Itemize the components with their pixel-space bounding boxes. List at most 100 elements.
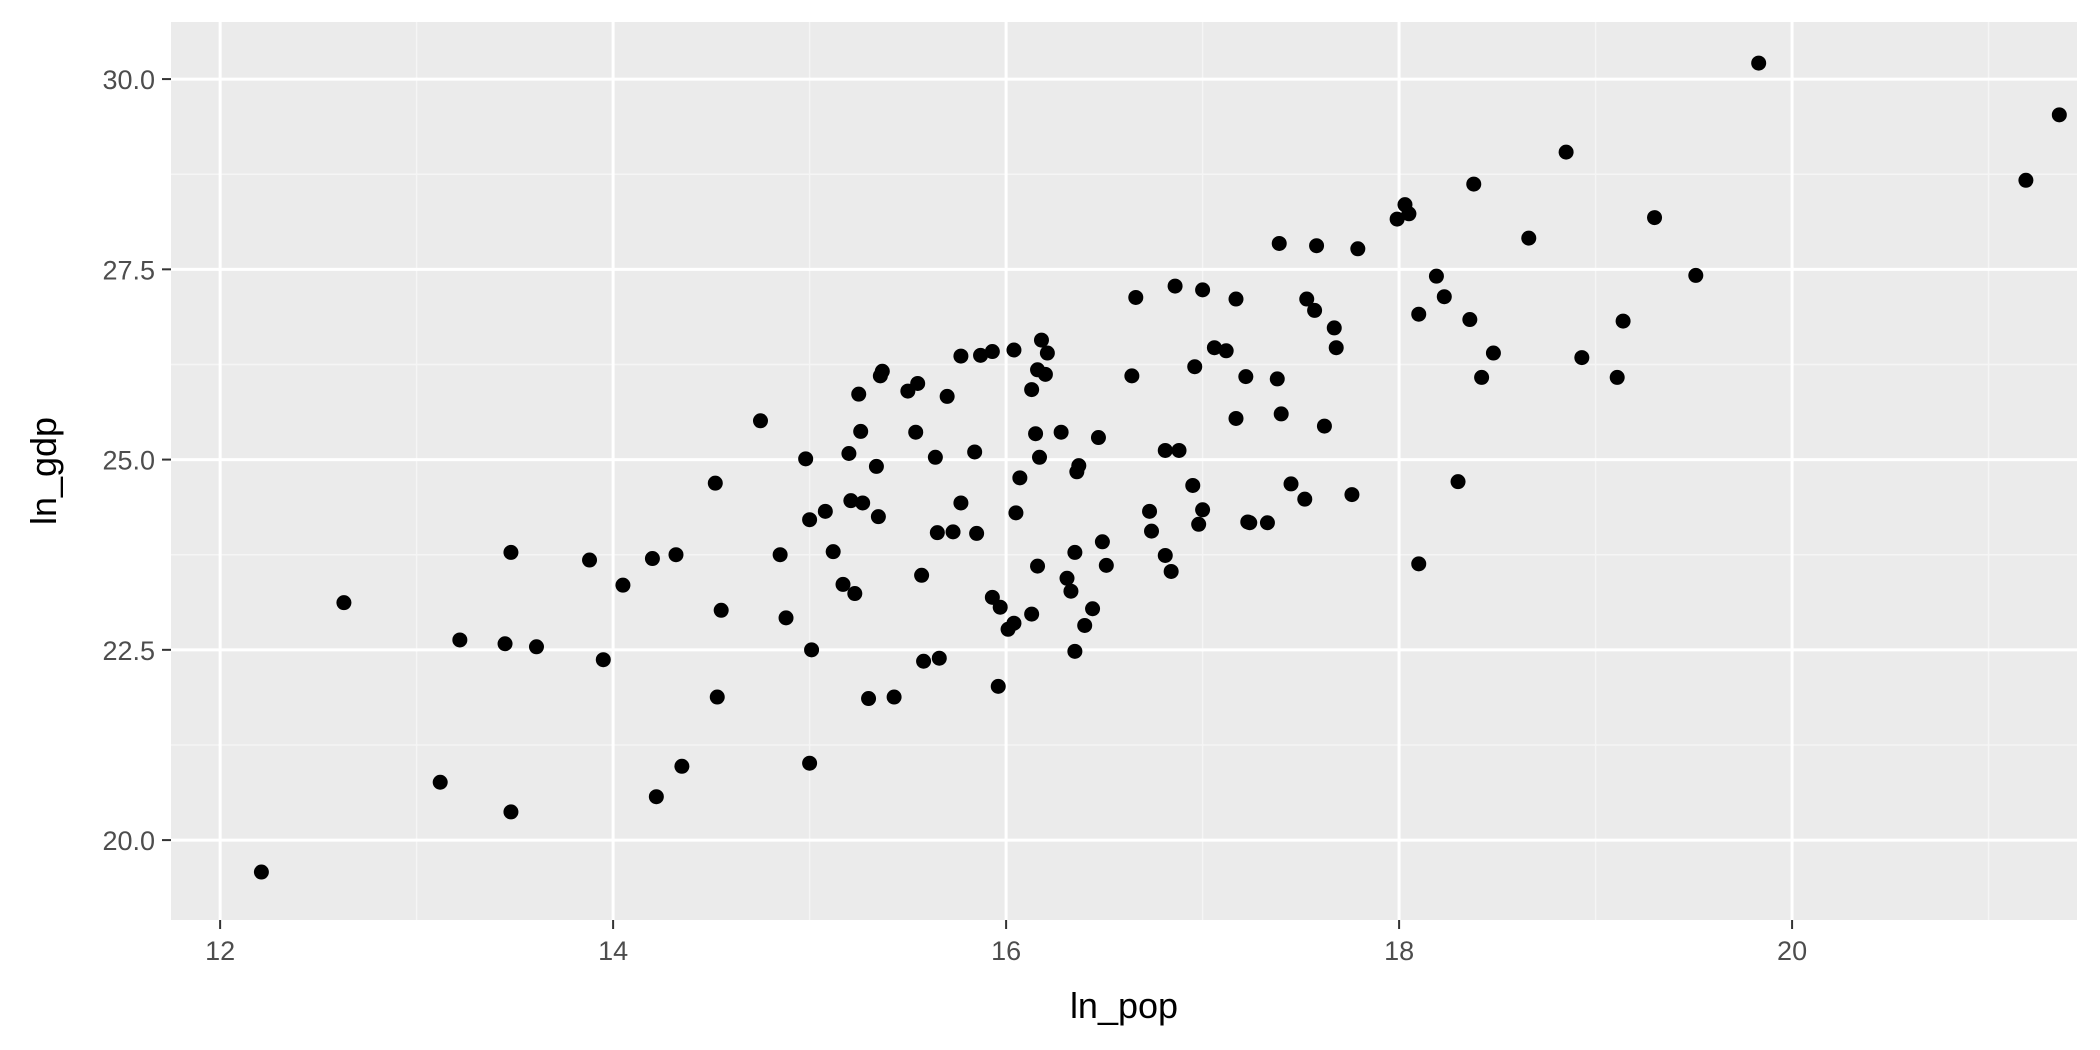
data-point: [1411, 556, 1427, 572]
data-point: [1124, 368, 1140, 384]
data-point: [927, 449, 943, 465]
data-point: [1228, 291, 1244, 307]
data-point: [870, 509, 886, 525]
data-point: [1436, 289, 1452, 305]
data-point: [1401, 206, 1417, 222]
data-point: [1028, 426, 1044, 442]
y-axis-title: ln_gdp: [23, 417, 64, 525]
data-point: [1344, 487, 1360, 503]
y-tick-label: 30.0: [102, 65, 155, 95]
data-point: [1167, 278, 1183, 294]
data-point: [1297, 491, 1313, 507]
data-point: [1006, 615, 1022, 631]
data-point: [1751, 55, 1767, 71]
major-gridlines: [171, 22, 2077, 920]
y-axis: 20.0 22.5 25.0 27.5 30.0: [102, 65, 171, 856]
data-point: [1128, 289, 1144, 305]
data-points: [253, 55, 2067, 880]
data-point: [1428, 268, 1444, 284]
data-point: [953, 495, 969, 511]
data-point: [1067, 544, 1083, 560]
data-point: [817, 503, 833, 519]
data-point: [1269, 371, 1285, 387]
data-point: [969, 525, 985, 541]
data-point: [1411, 306, 1427, 322]
data-point: [1259, 515, 1275, 531]
x-tick-label: 16: [991, 936, 1021, 966]
data-point: [772, 547, 788, 563]
data-point: [452, 632, 468, 648]
x-tick-label: 12: [205, 936, 235, 966]
data-point: [1328, 340, 1344, 356]
data-point: [778, 610, 794, 626]
plot-panel: [171, 22, 2077, 920]
data-point: [1090, 430, 1106, 446]
data-point: [503, 544, 519, 560]
data-point: [1037, 366, 1053, 382]
data-point: [1273, 406, 1289, 422]
data-point: [874, 363, 890, 379]
x-tick-label: 18: [1384, 936, 1414, 966]
x-tick-label: 20: [1777, 936, 1807, 966]
x-axis: 12 14 16 18 20: [205, 920, 1807, 966]
data-point: [1521, 230, 1537, 246]
data-point: [1098, 557, 1114, 573]
data-point: [1574, 350, 1590, 366]
data-point: [1185, 477, 1201, 493]
data-point: [1299, 291, 1315, 307]
data-point: [1389, 211, 1405, 227]
data-point: [1024, 382, 1040, 398]
data-point: [1157, 442, 1173, 458]
data-point: [1647, 210, 1663, 226]
data-point: [1067, 643, 1083, 659]
data-point: [713, 602, 729, 618]
data-point: [804, 642, 820, 658]
data-point: [984, 344, 1000, 360]
data-point: [1163, 563, 1179, 579]
data-point: [853, 423, 869, 439]
data-point: [1474, 369, 1490, 385]
data-point: [253, 864, 269, 880]
data-point: [1191, 516, 1207, 532]
data-point: [1462, 312, 1478, 328]
data-point: [1144, 523, 1160, 539]
data-point: [615, 577, 631, 593]
data-point: [1008, 505, 1024, 521]
data-point: [2051, 107, 2067, 123]
y-tick-label: 27.5: [102, 255, 155, 285]
data-point: [1615, 313, 1631, 329]
data-point: [1195, 282, 1211, 298]
data-point: [855, 495, 871, 511]
y-tick-label: 22.5: [102, 636, 155, 666]
data-point: [1024, 606, 1040, 622]
data-point: [1316, 418, 1332, 434]
y-tick-label: 25.0: [102, 446, 155, 476]
data-point: [861, 691, 877, 707]
data-point: [752, 413, 768, 429]
y-tick-label: 20.0: [102, 826, 155, 856]
data-point: [1171, 442, 1187, 458]
data-point: [1032, 449, 1048, 465]
data-point: [1485, 345, 1501, 361]
data-point: [1309, 238, 1325, 254]
data-point: [851, 386, 867, 402]
data-point: [1195, 502, 1211, 518]
data-point: [1450, 474, 1466, 490]
data-point: [1242, 515, 1258, 531]
data-point: [1071, 458, 1087, 474]
data-point: [1688, 267, 1704, 283]
data-point: [1283, 476, 1299, 492]
data-point: [931, 650, 947, 666]
data-point: [916, 653, 932, 669]
data-point: [1030, 558, 1046, 574]
data-point: [908, 424, 924, 440]
data-point: [1326, 320, 1342, 336]
minor-gridlines: [171, 22, 2077, 920]
data-point: [868, 458, 884, 474]
data-point: [1218, 343, 1234, 359]
data-point: [939, 388, 955, 404]
data-point: [843, 493, 859, 509]
data-point: [1609, 369, 1625, 385]
data-point: [644, 551, 660, 567]
